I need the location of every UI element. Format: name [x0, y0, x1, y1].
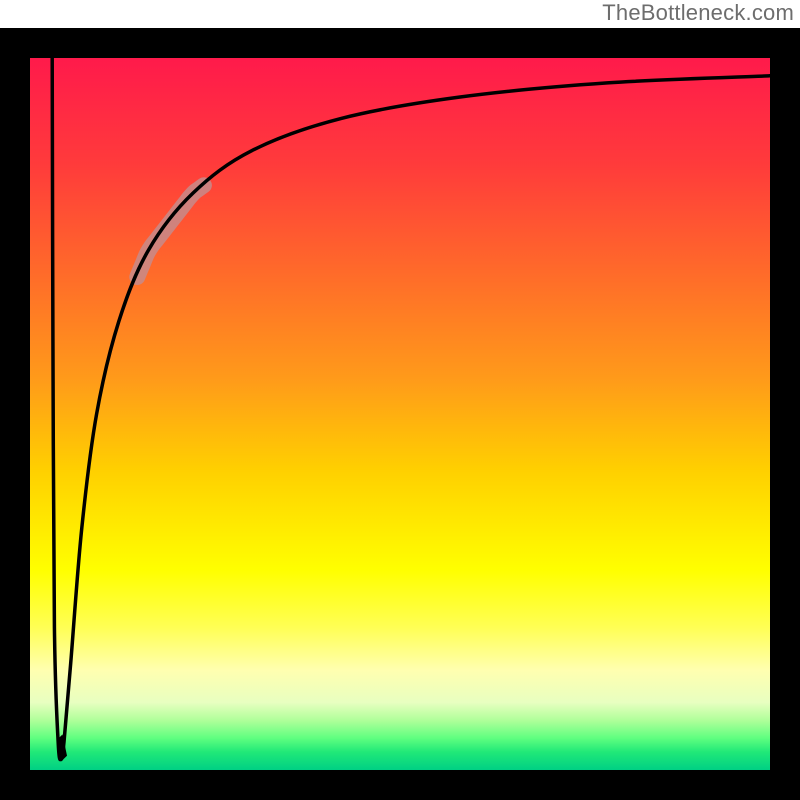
chart-frame: TheBottleneck.com: [0, 0, 800, 800]
bottleneck-curve-chart: [0, 0, 800, 800]
plot-container: [0, 0, 800, 800]
